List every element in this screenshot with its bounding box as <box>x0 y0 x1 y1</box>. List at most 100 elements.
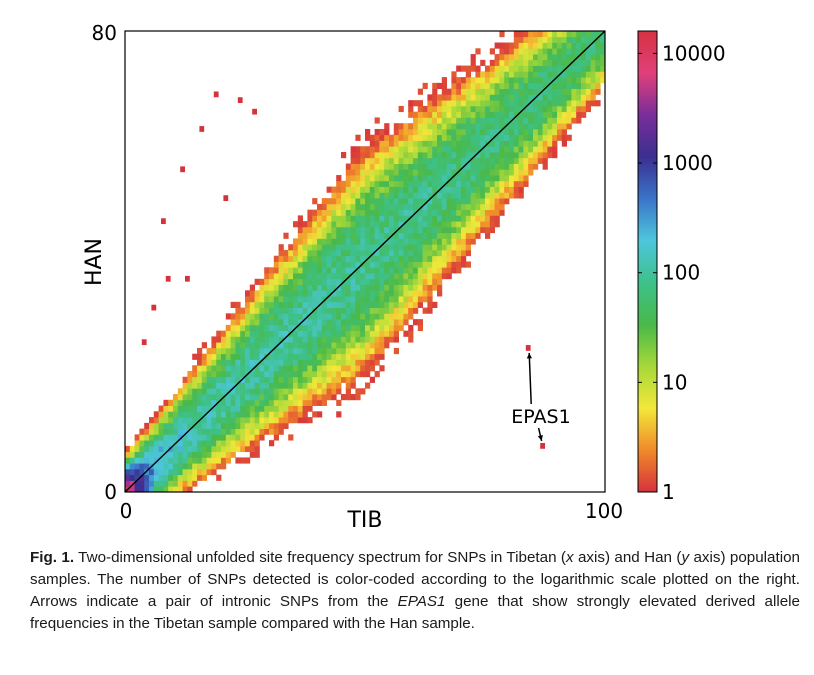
heatmap-cell <box>345 209 351 216</box>
heatmap-cell <box>509 134 515 141</box>
heatmap-cell <box>360 284 366 291</box>
heatmap-cell <box>360 365 366 372</box>
heatmap-cell <box>417 128 423 136</box>
heatmap-cell <box>561 140 567 147</box>
heatmap-cell <box>163 474 169 481</box>
heatmap-cell <box>489 71 495 78</box>
heatmap-cell <box>374 232 380 239</box>
heatmap-cell <box>427 255 433 262</box>
heatmap-cell <box>432 123 438 130</box>
heatmap-cell <box>355 347 361 355</box>
heatmap-cell <box>393 169 399 176</box>
heatmap-cell <box>389 273 395 280</box>
heatmap-cell <box>297 238 303 245</box>
heatmap-cell <box>446 273 452 280</box>
heatmap-cell <box>451 186 457 193</box>
heatmap-cell <box>312 324 318 332</box>
heatmap-cell <box>518 134 524 141</box>
heatmap-cell <box>321 261 327 268</box>
heatmap-cell <box>504 163 510 170</box>
heatmap-cell <box>297 394 303 401</box>
heatmap-cell <box>557 48 563 55</box>
heatmap-cell <box>393 244 399 251</box>
heatmap-cell <box>427 267 433 274</box>
heatmap-cell <box>446 111 452 118</box>
heatmap-cell <box>513 77 519 84</box>
heatmap-cell <box>283 365 289 372</box>
heatmap-cell <box>408 140 414 147</box>
heatmap-cell <box>288 394 294 401</box>
heatmap-cell <box>379 342 385 349</box>
heatmap-cell <box>398 261 404 268</box>
heatmap-cell <box>566 59 572 66</box>
heatmap-cell <box>331 278 337 285</box>
heatmap-cell <box>369 307 375 314</box>
heatmap-cell <box>403 238 409 245</box>
heatmap-cell <box>129 480 135 487</box>
heatmap-cell <box>465 111 471 118</box>
heatmap-cell <box>173 480 179 487</box>
heatmap-cell <box>485 88 491 95</box>
heatmap-cell <box>465 94 471 101</box>
heatmap-cell <box>374 203 380 211</box>
heatmap-cell <box>494 209 500 216</box>
heatmap-cell <box>278 278 284 285</box>
heatmap-cell <box>355 186 361 193</box>
heatmap-cell <box>427 238 433 245</box>
heatmap-cell <box>235 434 241 441</box>
heatmap-cell <box>537 94 543 101</box>
heatmap-cell <box>403 175 409 182</box>
heatmap-cell <box>254 353 260 360</box>
heatmap-cell <box>509 163 515 170</box>
heatmap-cell <box>331 324 337 332</box>
heatmap-cell <box>518 117 524 124</box>
heatmap-cell <box>269 365 275 372</box>
heatmap-cell <box>485 232 491 239</box>
heatmap-cell <box>365 284 371 291</box>
heatmap-cell <box>427 203 433 211</box>
heatmap-cell <box>365 313 371 320</box>
heatmap-cell <box>206 451 212 458</box>
heatmap-cell <box>350 319 356 326</box>
heatmap-cell <box>365 342 371 349</box>
heatmap-cell <box>417 203 423 211</box>
heatmap-cell <box>134 468 140 476</box>
heatmap-cell <box>446 157 452 164</box>
heatmap-cell <box>581 54 587 61</box>
heatmap-cell <box>278 307 284 314</box>
heatmap-cell <box>384 307 390 314</box>
heatmap-cell <box>581 100 587 107</box>
heatmap-cell <box>437 221 443 228</box>
heatmap-cell <box>374 336 380 343</box>
heatmap-cell <box>283 417 289 424</box>
heatmap-cell <box>350 255 356 262</box>
heatmap-cell <box>557 111 563 118</box>
heatmap-cell <box>389 215 395 222</box>
heatmap-cell <box>393 180 399 187</box>
heatmap-cell <box>307 307 313 314</box>
heatmap-cell <box>398 301 404 308</box>
heatmap-cell <box>427 186 433 193</box>
heatmap-cell <box>441 209 447 216</box>
heatmap-cell <box>230 324 236 332</box>
heatmap-cell <box>513 54 519 61</box>
heatmap-cell <box>307 376 313 383</box>
heatmap-cell <box>317 203 323 211</box>
heatmap-cell <box>201 388 207 395</box>
heatmap-cell <box>547 100 553 107</box>
heatmap-cell <box>422 221 428 228</box>
heatmap-cell <box>254 324 260 332</box>
heatmap-cell <box>489 157 495 164</box>
heatmap-cell <box>557 88 563 95</box>
heatmap-cell <box>384 232 390 239</box>
heatmap-cell <box>523 123 529 130</box>
heatmap-cell <box>365 267 371 274</box>
heatmap-cell <box>518 54 524 61</box>
heatmap-cell <box>494 221 500 228</box>
heatmap-cell <box>326 342 332 349</box>
heatmap-cell <box>206 417 212 424</box>
heatmap-cell <box>513 100 519 107</box>
heatmap-cell <box>441 100 447 107</box>
heatmap-cell <box>321 267 327 274</box>
heatmap-cell <box>379 365 385 372</box>
